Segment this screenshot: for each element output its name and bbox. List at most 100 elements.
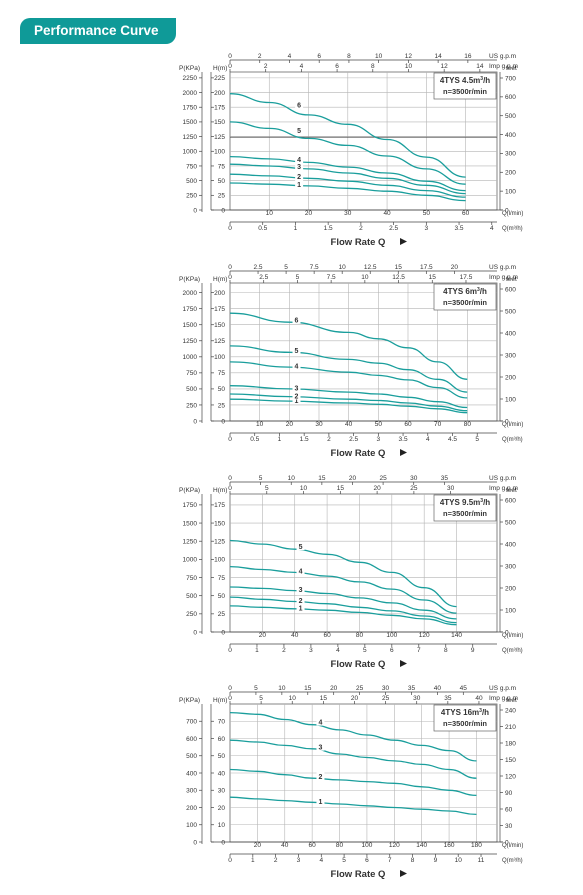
series-line-2 [229,393,468,412]
series-line-3 [229,586,457,620]
us-tick-label: 45 [460,685,468,692]
series-label-2: 2 [299,598,303,605]
kpa-tick-label: 100 [186,822,197,829]
kpa-tick-label: 1250 [183,338,198,345]
arrow-right-icon [400,238,407,245]
model-speed: n=3500r/min [443,87,487,96]
h-tick-label: 25 [218,611,226,618]
us-tick-label: 2 [258,53,262,60]
m3h-tick-label: 2 [282,647,286,654]
feet-tick-label: 400 [505,330,516,337]
h-tick-label: 25 [218,193,226,200]
us-tick-label: 17.5 [420,264,433,271]
series-label-bg [296,566,305,575]
us-tick-label: 4 [288,53,292,60]
us-tick-label: 5 [254,685,258,692]
m3h-tick-label: 1 [251,857,255,864]
h-tick-label: 100 [214,354,225,361]
series-label-6: 6 [297,103,301,110]
model-speed: n=3500r/min [443,509,487,518]
lmin-tick-label: 120 [419,632,430,639]
feet-tick-label: 120 [505,773,516,780]
imp-tick-label: 2.5 [259,274,268,281]
lmin-tick-label: 120 [389,842,400,849]
model-unit: /h [480,287,487,296]
m3h-tick-label: 3 [297,857,301,864]
m3h-tick-label: 4 [490,225,494,232]
us-tick-label: 40 [434,685,442,692]
lmin-tick-label: 60 [462,210,470,217]
us-tick-label: 20 [451,264,459,271]
m3h-tick-label: 1 [278,436,282,443]
h-tick-label: 75 [218,575,226,582]
kpa-tick-label: 500 [186,386,197,393]
h-tick-label: 125 [214,134,225,141]
lmin-tick-label: 60 [309,842,317,849]
series-label-bg [296,603,305,612]
us-tick-label: 35 [441,475,449,482]
m3h-tick-label: 0.5 [250,436,259,443]
series-line-1 [229,605,457,626]
model-name: 4TYS 16m [441,708,479,717]
imp-tick-label: 0 [228,274,232,281]
lmin-axis-label: Q(l/min) [502,633,523,639]
kpa-tick-label: 1250 [183,134,198,141]
kpa-tick-label: 1500 [183,322,198,329]
us-tick-label: 0 [228,475,232,482]
imp-tick-label: 0 [228,63,232,70]
kpa-tick-label: 500 [186,753,197,760]
h-tick-label: 40 [218,770,226,777]
series-line-4 [229,361,468,399]
feet-tick-label: 90 [505,790,513,797]
h-tick-label: 150 [214,119,225,126]
imp-tick-label: 25 [410,485,418,492]
lmin-tick-label: 160 [444,842,455,849]
m3h-tick-label: 2 [274,857,278,864]
h-tick-label: 125 [214,338,225,345]
lmin-tick-label: 80 [356,632,364,639]
feet-tick-label: 200 [505,374,516,381]
series-label-1: 1 [295,398,299,405]
imp-tick-label: 40 [475,695,483,702]
series-label-3: 3 [319,745,323,752]
lmin-tick-label: 40 [291,632,299,639]
kpa-tick-label: 1750 [183,105,198,112]
lmin-tick-label: 10 [256,421,264,428]
kpa-tick-label: 250 [186,193,197,200]
kpa-tick-label: 300 [186,788,197,795]
m3h-tick-label: 9 [434,857,438,864]
model-unit: /h [482,708,489,717]
kpa-axis-label: P(KPa) [179,65,200,72]
m3h-tick-label: 4 [336,647,340,654]
us-axis-label: US g.p.m [489,475,516,482]
lmin-tick-label: 50 [375,421,383,428]
m3h-tick-label: 0 [228,225,232,232]
m3h-tick-label: 1 [255,647,259,654]
lmin-tick-label: 20 [254,842,262,849]
h-axis-label: H(m) [213,276,227,283]
kpa-tick-label: 750 [186,163,197,170]
lmin-tick-label: 40 [383,210,391,217]
feet-tick-label: 100 [505,396,516,403]
us-tick-label: 0 [228,264,232,271]
series-line-4 [229,155,466,192]
lmin-axis-label: Q(l/min) [502,422,523,428]
series-label-5: 5 [295,348,299,355]
kpa-tick-label: 750 [186,575,197,582]
us-tick-label: 20 [330,685,338,692]
feet-tick-label: 300 [505,151,516,158]
imp-axis-label: Imp g.p.m [489,695,518,702]
h-tick-label: 10 [218,822,226,829]
m3h-tick-label: 5 [363,647,367,654]
h-tick-label: 150 [214,322,225,329]
series-line-2 [229,173,466,198]
series-label-2: 2 [295,393,299,400]
imp-tick-label: 0 [228,485,232,492]
series-label-6: 6 [295,317,299,324]
series-line-6 [229,312,468,380]
series-label-bg [295,125,304,134]
model-name: 4TYS 9.5m [440,498,480,507]
h-tick-label: 60 [218,736,226,743]
m3h-axis-label: Q(m³/h) [502,648,523,654]
m3h-tick-label: 3.5 [399,436,408,443]
